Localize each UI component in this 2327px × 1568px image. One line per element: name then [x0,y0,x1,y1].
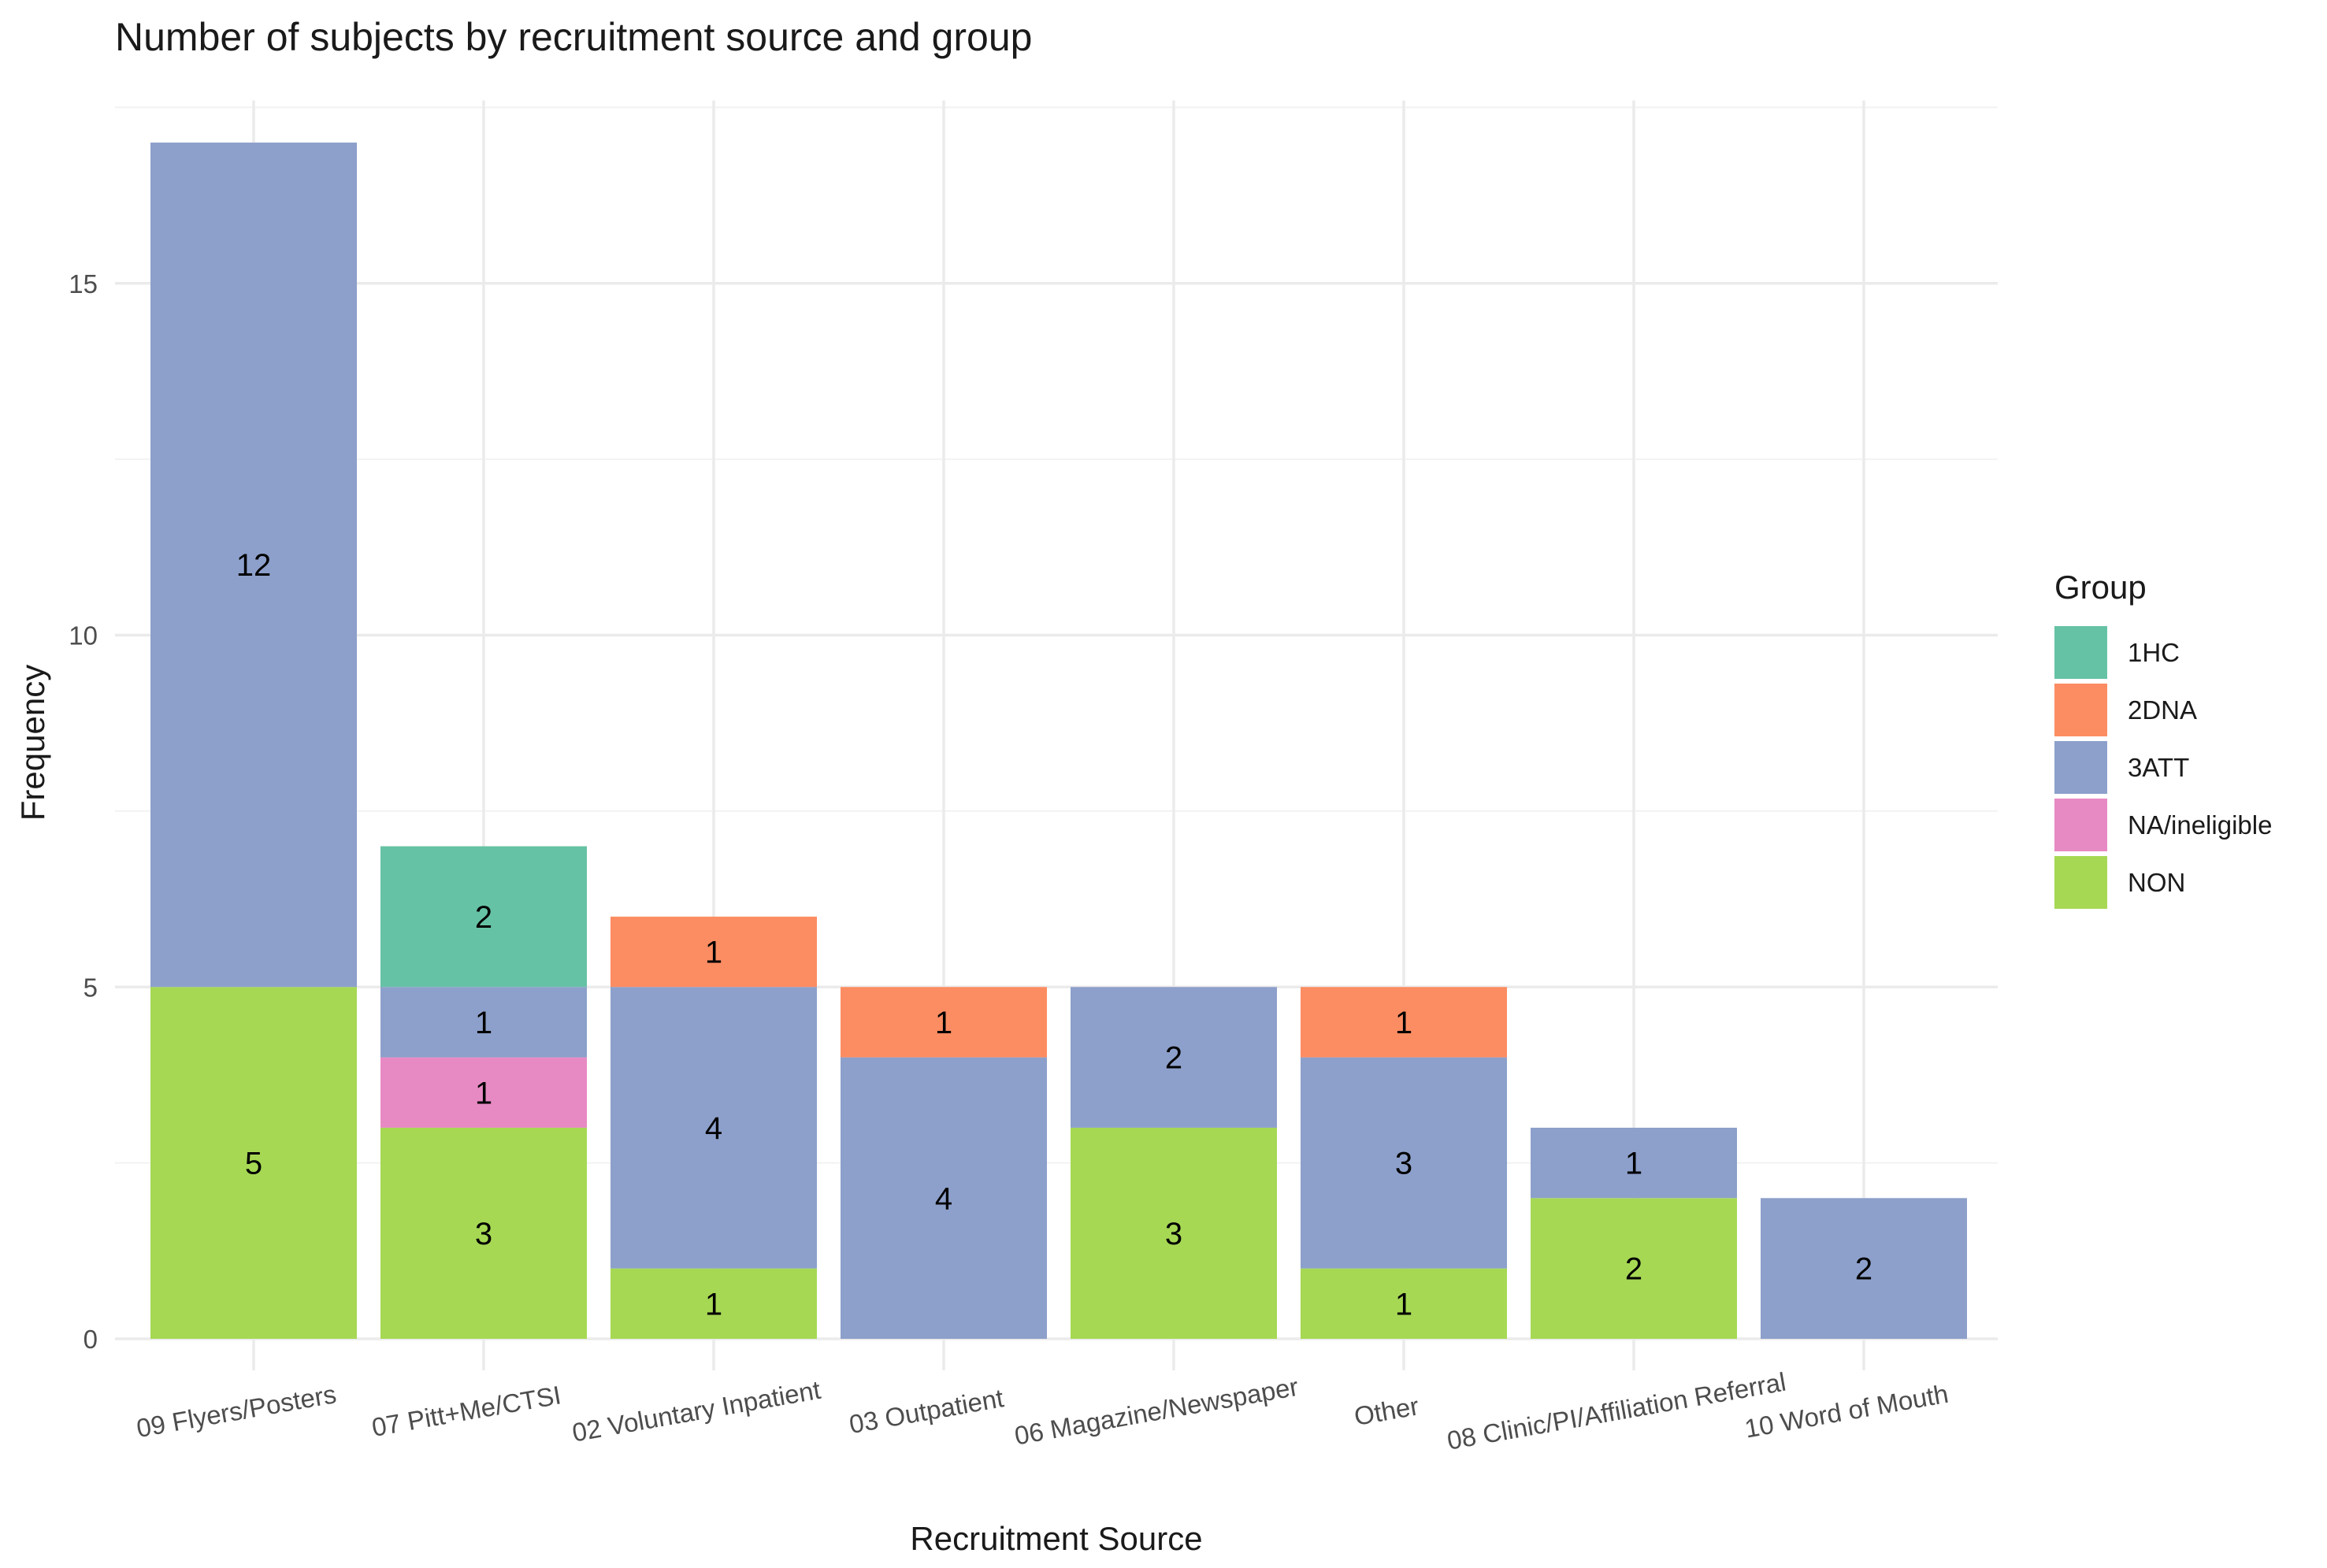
bar-value-label: 5 [245,1147,262,1181]
bar-value-label: 2 [1625,1252,1642,1287]
bars [150,143,1967,1339]
x-tick-label: 09 Flyers/Posters [134,1379,338,1443]
y-tick-label: 15 [69,269,98,298]
legend-label: NA/ineligible [2128,810,2272,840]
bar-value-label: 2 [1165,1041,1182,1076]
legend-swatch [2054,799,2107,851]
x-tick-label: Other [1352,1391,1421,1431]
bar-value-label: 2 [1855,1252,1872,1287]
bar-segment [1301,1268,1507,1339]
y-axis-title: Frequency [14,665,51,821]
bar-value-label: 2 [475,900,492,935]
bar-segment [1531,1198,1737,1339]
x-tick-label: 07 Pitt+Me/CTSI [369,1380,563,1442]
bar-segment [1301,1057,1507,1269]
bar-segment [380,1057,587,1128]
bar-value-label: 3 [1165,1217,1182,1251]
bar-segment [1071,987,1277,1128]
chart-title: Number of subjects by recruitment source… [115,15,1032,59]
bar-value-label: 4 [935,1181,952,1216]
y-tick-label: 5 [84,973,98,1002]
bar-value-label: 1 [1625,1147,1642,1181]
bar-value-label: 1 [705,1287,722,1321]
bar-segment [380,987,587,1058]
bar-segment [150,987,357,1339]
x-axis-title: Recruitment Source [910,1520,1202,1557]
x-tick-label: 03 Outpatient [847,1383,1006,1439]
bar-segment [1761,1198,1967,1339]
legend-label: NON [2128,868,2185,897]
x-tick-label: 08 Clinic/PI/Affiliation Referral [1445,1367,1788,1455]
legend-swatch [2054,626,2107,679]
legend-swatch [2054,684,2107,736]
legend-title: Group [2054,569,2147,606]
legend-label: 3ATT [2128,753,2189,782]
x-tick-label: 06 Magazine/Newspaper [1012,1372,1301,1451]
bar-segment [841,987,1047,1058]
bar-value-label: 1 [705,936,722,970]
bar-value-label: 1 [1395,1287,1412,1321]
bar-segment [380,1127,587,1339]
bar-segment [611,1268,817,1339]
bar-segment [150,143,357,988]
bar-segment [611,987,817,1269]
x-axis-ticks: 09 Flyers/Posters 07 Pitt+Me/CTSI 02 Volun… [134,1367,1950,1455]
bar-value-label: 1 [935,1006,952,1040]
bar-segment [380,846,587,988]
bar-value-label: 3 [475,1217,492,1251]
legend-label: 2DNA [2128,695,2197,725]
legend-label: 1HC [2128,638,2180,667]
bar-segment [611,916,817,988]
bar-segment [1301,987,1507,1058]
x-tick-label: 02 Voluntary Inpatient [570,1375,823,1448]
y-tick-label: 10 [69,621,98,651]
y-tick-label: 0 [84,1325,98,1354]
legend-swatch [2054,741,2107,794]
bar-value-label: 4 [705,1111,722,1146]
bar-value-label: 1 [475,1076,492,1110]
bar-segment [1071,1127,1277,1339]
legend: Group 1HC 2DNA 3ATT NA/ineligible NON [2054,569,2272,909]
bar-segment [841,1057,1047,1339]
bar-value-label: 1 [475,1006,492,1040]
bar-value-label: 3 [1395,1147,1412,1181]
legend-swatch [2054,856,2107,909]
bar-segment [1531,1127,1737,1199]
bar-value-label: 1 [1395,1006,1412,1040]
bar-value-label: 12 [236,548,272,583]
y-axis-ticks: 0 5 10 15 [69,269,98,1354]
